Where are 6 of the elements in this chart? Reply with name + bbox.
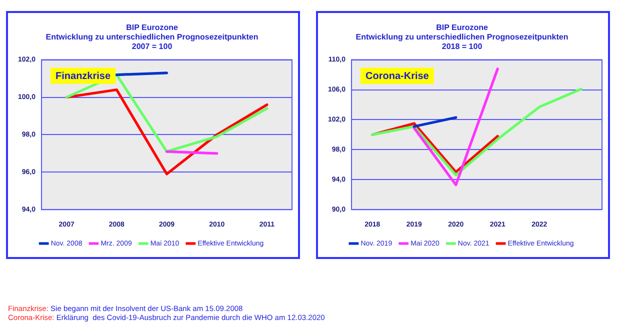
- chart-subtitle: Entwicklung zu unterschiedlichen Prognosezeitpunkten 2007 = 100: [46, 32, 258, 52]
- chart-title: BIP Eurozone: [126, 23, 178, 32]
- annotation: Finanzkrise: [56, 71, 111, 82]
- annotation: Corona-Krise: [366, 71, 430, 82]
- chart-subtitle: Entwicklung zu unterschiedlichen Prognosezeitpunkten 2018 = 100: [356, 32, 568, 52]
- chart-title: BIP Eurozone: [436, 23, 488, 32]
